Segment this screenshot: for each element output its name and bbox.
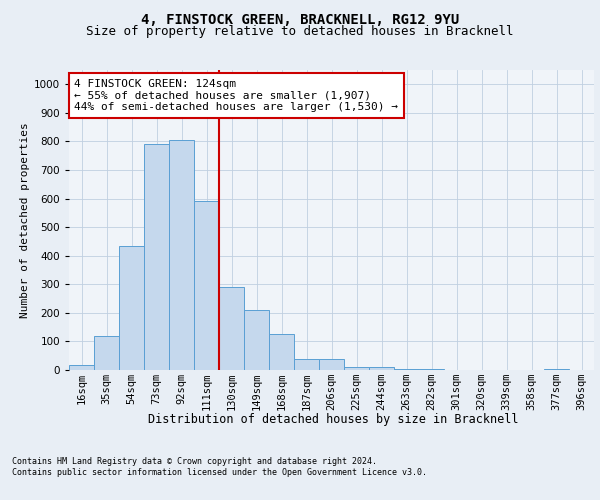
Bar <box>219 287 244 370</box>
Bar <box>94 336 119 370</box>
Text: Size of property relative to detached houses in Bracknell: Size of property relative to detached ho… <box>86 25 514 38</box>
Bar <box>319 358 344 370</box>
Text: 4 FINSTOCK GREEN: 124sqm
← 55% of detached houses are smaller (1,907)
44% of sem: 4 FINSTOCK GREEN: 124sqm ← 55% of detach… <box>74 79 398 112</box>
Bar <box>69 365 94 370</box>
Bar <box>244 310 269 370</box>
Bar <box>294 358 319 370</box>
Bar <box>194 202 219 370</box>
Bar <box>119 246 144 370</box>
Bar <box>544 368 569 370</box>
Bar <box>269 334 294 370</box>
Y-axis label: Number of detached properties: Number of detached properties <box>20 122 29 318</box>
Text: 4, FINSTOCK GREEN, BRACKNELL, RG12 9YU: 4, FINSTOCK GREEN, BRACKNELL, RG12 9YU <box>141 12 459 26</box>
Text: Distribution of detached houses by size in Bracknell: Distribution of detached houses by size … <box>148 412 518 426</box>
Bar <box>169 140 194 370</box>
Bar <box>394 368 419 370</box>
Bar <box>144 144 169 370</box>
Bar <box>419 368 444 370</box>
Text: Contains HM Land Registry data © Crown copyright and database right 2024.
Contai: Contains HM Land Registry data © Crown c… <box>12 458 427 477</box>
Bar <box>369 367 394 370</box>
Bar <box>344 366 369 370</box>
